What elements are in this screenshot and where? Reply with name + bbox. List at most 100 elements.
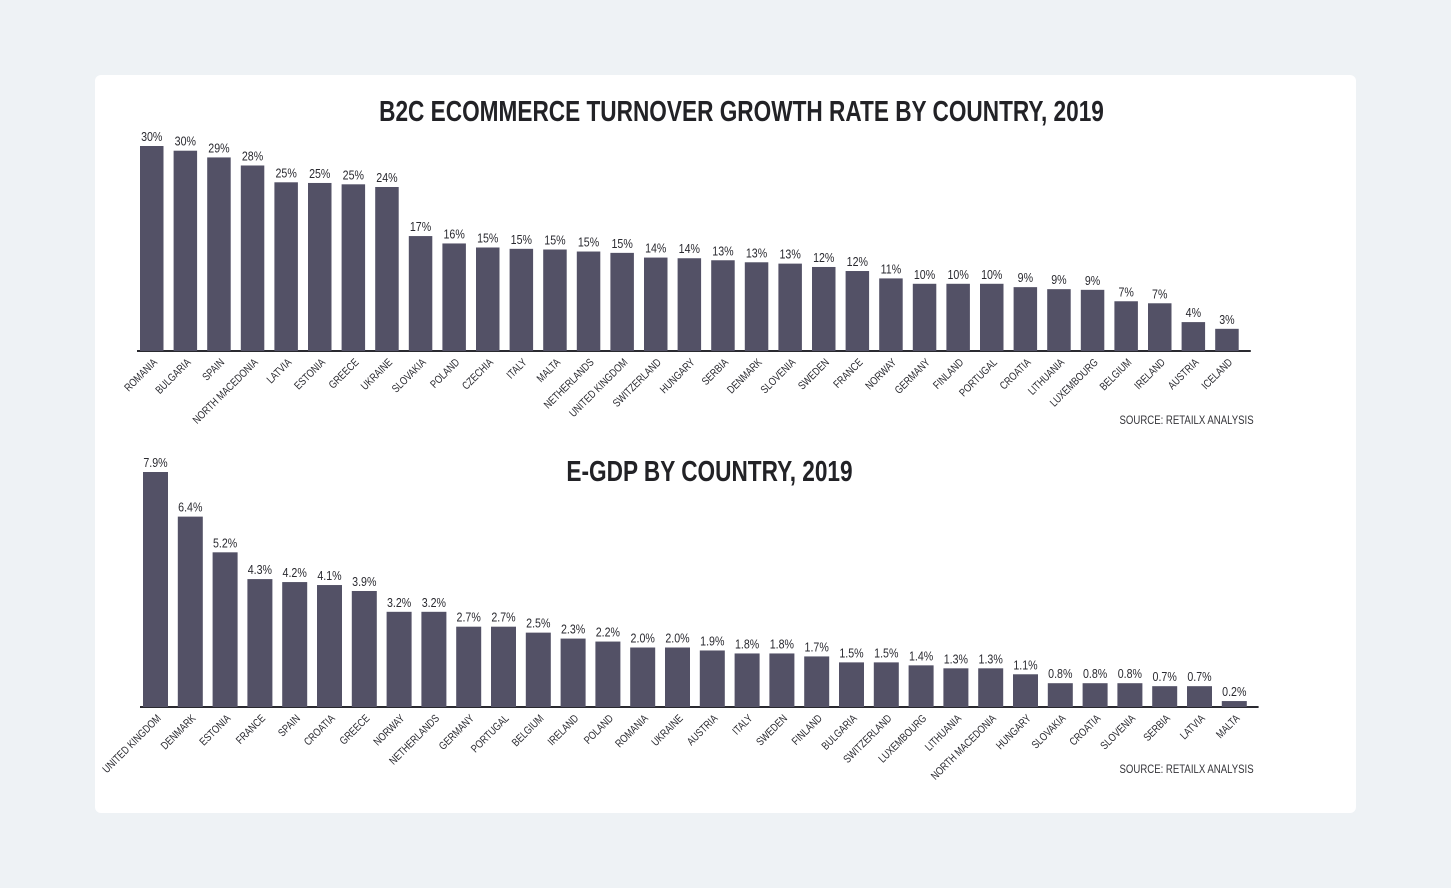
data-label: 11% [881, 261, 902, 276]
data-label: 15% [511, 232, 533, 247]
bar [421, 611, 447, 707]
data-label: 1.9% [700, 633, 725, 648]
source-note-egdp: SOURCE: RETAILX ANALYSIS [1119, 762, 1254, 776]
data-label: 25% [275, 165, 297, 180]
bar [1117, 683, 1143, 707]
bar [778, 263, 802, 351]
bar [247, 579, 273, 707]
bar [456, 626, 482, 707]
data-label: 28% [242, 148, 264, 163]
data-label: 13% [712, 243, 734, 258]
bar [665, 647, 690, 707]
bar [341, 184, 366, 351]
bar [946, 283, 970, 351]
data-label: 0.8% [1048, 666, 1073, 681]
bar [1114, 301, 1138, 351]
data-label: 4.3% [248, 562, 273, 577]
bar [274, 182, 298, 351]
data-label: 1.3% [944, 651, 969, 666]
bar [173, 150, 198, 351]
category-label: LATVIA [1178, 713, 1208, 743]
data-label: 3% [1219, 312, 1235, 327]
data-label: 1.8% [770, 636, 795, 651]
bar-chart-egdp: 7.9% UNITED KINGDOM 6.4% DENMARK 5.2% ESTONIA… [101, 455, 1259, 783]
category-label: GREECE [338, 713, 373, 748]
bar [351, 590, 377, 707]
data-label: 1.4% [909, 648, 934, 663]
bar [525, 632, 551, 707]
bar [140, 146, 164, 351]
data-label: 4.1% [317, 568, 342, 583]
data-label: 7% [1152, 286, 1168, 301]
category-label: HUNGARY [994, 713, 1034, 753]
bar [177, 516, 203, 707]
bar [839, 662, 864, 707]
category-label: NORTH MACEDONIA [929, 713, 999, 783]
data-label: 30% [141, 129, 163, 144]
data-label: 5.2% [213, 535, 238, 550]
bar [1152, 686, 1178, 707]
data-label: 1.5% [874, 645, 899, 660]
data-label: 7.9% [143, 455, 168, 470]
data-label: 3.2% [422, 595, 447, 610]
bar [711, 260, 735, 351]
bar [308, 182, 332, 351]
bar [560, 638, 586, 707]
bar [240, 165, 265, 351]
bar [812, 266, 836, 351]
bar [677, 258, 702, 351]
bar [543, 249, 567, 351]
bar [282, 582, 308, 707]
category-label: SERBIA [1142, 713, 1174, 745]
bar [1047, 683, 1073, 707]
category-label: SLOVENIA [1099, 713, 1139, 753]
data-label: 0.8% [1083, 666, 1108, 681]
data-label: 1.3% [979, 651, 1004, 666]
data-label: 10% [914, 267, 936, 282]
bar [943, 668, 969, 707]
chart-title-egdp: E-GDP BY COUNTRY, 2019 [566, 456, 853, 488]
data-label: 3.2% [387, 595, 412, 610]
chart-title-growth-rate: B2C ECOMMERCE TURNOVER GROWTH RATE BY CO… [379, 96, 1104, 128]
data-label: 1.1% [1013, 657, 1038, 672]
category-label: SWEDEN [754, 713, 790, 749]
bar [845, 271, 870, 351]
bar [1148, 303, 1172, 351]
data-label: 2.7% [457, 610, 482, 625]
bar [595, 641, 621, 707]
data-label: 13% [779, 247, 801, 262]
category-label: ROMANIA [613, 713, 651, 751]
bar [1013, 287, 1038, 351]
bar [1013, 674, 1038, 707]
data-label: 15% [578, 234, 600, 249]
bar [1181, 322, 1206, 351]
category-label: UKRAINE [650, 713, 686, 749]
category-label: ITALY [730, 713, 755, 738]
category-label: FINLAND [790, 713, 825, 748]
data-label: 25% [309, 166, 331, 181]
bar [908, 665, 934, 707]
data-label: 2.7% [491, 610, 516, 625]
bar [769, 653, 795, 707]
bar [576, 251, 601, 351]
bar [744, 262, 769, 351]
category-label: IRELAND [546, 713, 582, 749]
category-label: BELGIUM [510, 713, 547, 750]
category-label: DENMARK [159, 713, 199, 753]
bar [879, 278, 903, 351]
data-label: 13% [746, 245, 768, 260]
data-label: 4% [1186, 305, 1202, 320]
category-label: PORTUGAL [469, 712, 512, 755]
data-label: 17% [410, 219, 432, 234]
data-label: 2.0% [631, 630, 656, 645]
bar [644, 257, 668, 351]
bar [491, 626, 516, 707]
category-label: AUSTRIA [685, 713, 721, 749]
data-label: 9% [1018, 270, 1034, 285]
bar [610, 252, 634, 351]
bar [980, 283, 1004, 351]
bar [873, 662, 899, 707]
data-label: 0.7% [1153, 669, 1178, 684]
data-label: 9% [1051, 272, 1067, 287]
